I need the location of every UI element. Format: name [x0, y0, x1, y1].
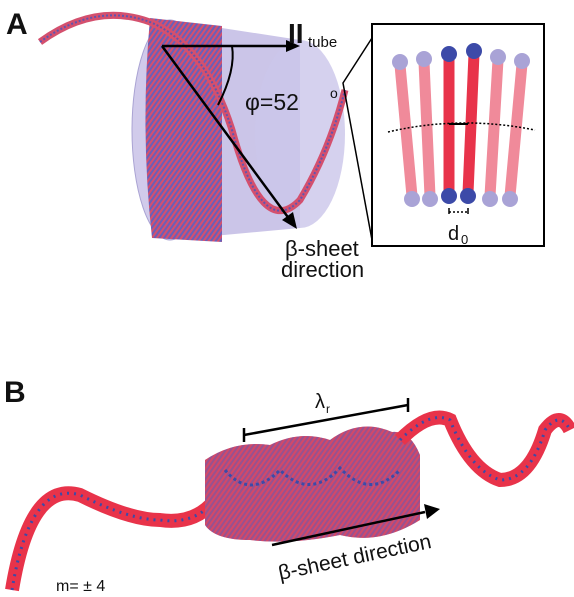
strand-bead — [441, 188, 457, 204]
angle-label: φ=52 — [245, 89, 299, 115]
strand — [504, 58, 528, 202]
strand-bead — [490, 49, 506, 65]
direction-line2: direction — [281, 257, 364, 282]
helical-band — [145, 18, 222, 242]
strand-bead — [416, 51, 432, 67]
tube-right-cap — [255, 40, 345, 228]
spacing-symbol: d — [448, 223, 459, 245]
direction-arrow-b — [271, 504, 440, 547]
sheet-direction-arrow — [160, 45, 292, 221]
direction-arrow-shaft — [271, 510, 426, 547]
panel-a-letter: A — [6, 8, 28, 41]
strand-bead — [404, 191, 420, 207]
nanotube-model — [37, 11, 349, 242]
direction-arrowhead — [424, 504, 440, 519]
angle-unit: o — [330, 85, 338, 101]
helix-ribbon-beads — [39, 14, 346, 212]
ribbon-left-beads — [10, 491, 217, 591]
wavelength-subscript: r — [326, 402, 330, 416]
tube-axis-subscript: tube — [308, 34, 337, 51]
strand-bead — [514, 53, 530, 69]
strand-bead — [441, 46, 457, 62]
ribbon-left — [5, 486, 221, 592]
strand-bead — [422, 191, 438, 207]
strand — [394, 59, 418, 202]
strand-bead — [466, 43, 482, 59]
ribbon-core-beads — [223, 465, 402, 487]
panel-b-letter: B — [4, 376, 26, 409]
zoom-lines — [342, 37, 373, 241]
direction-line1: β-sheet — [285, 236, 359, 261]
spacing-subscript: 0 — [461, 232, 468, 247]
zoom-callout: d 0 — [342, 23, 545, 247]
strand-bead — [502, 191, 518, 207]
mode-label: m= ± 4 — [56, 578, 105, 595]
tube-axis-arrowhead — [286, 40, 300, 52]
ribbon-model — [5, 410, 574, 592]
strand — [418, 56, 436, 202]
wavelength-bar — [243, 403, 409, 437]
ribbon-right — [395, 410, 574, 488]
strand — [484, 54, 504, 202]
angle-arc — [217, 45, 234, 106]
ribbon-core-texture — [205, 426, 420, 542]
strand-bead — [482, 191, 498, 207]
sheet-direction-arrowhead — [282, 212, 297, 229]
wavelength-marker — [242, 398, 410, 442]
wavelength-symbol: λ — [315, 391, 325, 413]
strand-bead — [392, 54, 408, 70]
angle-vectors — [160, 40, 300, 229]
tube-axis-symbol: II — [288, 18, 304, 49]
strand — [462, 48, 480, 199]
strand-bead — [460, 188, 476, 204]
